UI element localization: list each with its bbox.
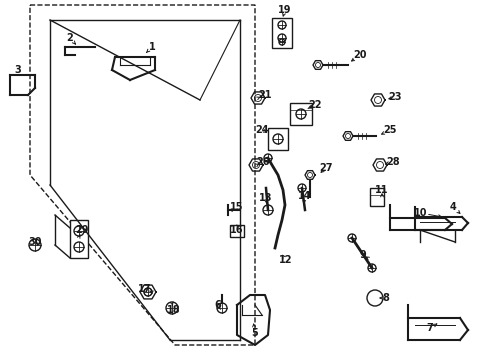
Text: 13: 13 [259,193,272,203]
Text: 3: 3 [15,65,21,75]
Text: 26: 26 [256,157,269,167]
Bar [289,103,311,125]
Text: 24: 24 [255,125,268,135]
Text: 11: 11 [374,185,388,195]
Text: 20: 20 [352,50,366,60]
Text: 22: 22 [307,100,321,110]
Text: 29: 29 [75,225,88,235]
Bar [369,188,383,206]
Bar [229,225,244,237]
Text: 15: 15 [230,202,243,212]
Text: 4: 4 [448,202,455,212]
Text: 27: 27 [319,163,332,173]
Text: 16: 16 [230,225,243,235]
Text: 8: 8 [382,293,388,303]
Text: 17: 17 [138,284,151,294]
Text: 21: 21 [258,90,271,100]
Text: 7: 7 [426,323,432,333]
Text: 9: 9 [359,250,366,260]
Text: 18: 18 [167,305,181,315]
Text: 30: 30 [28,237,41,247]
Text: 25: 25 [383,125,396,135]
Text: 12: 12 [279,255,292,265]
Text: 28: 28 [386,157,399,167]
Bar [267,128,287,150]
Text: 2: 2 [66,33,73,43]
Text: 6: 6 [214,300,221,310]
Text: 10: 10 [413,208,427,218]
Text: 23: 23 [387,92,401,102]
Text: 14: 14 [298,191,311,201]
Bar [70,220,88,258]
Bar [271,18,291,48]
Text: 19: 19 [278,5,291,15]
Text: 1: 1 [148,42,155,52]
Text: 5: 5 [251,328,258,338]
